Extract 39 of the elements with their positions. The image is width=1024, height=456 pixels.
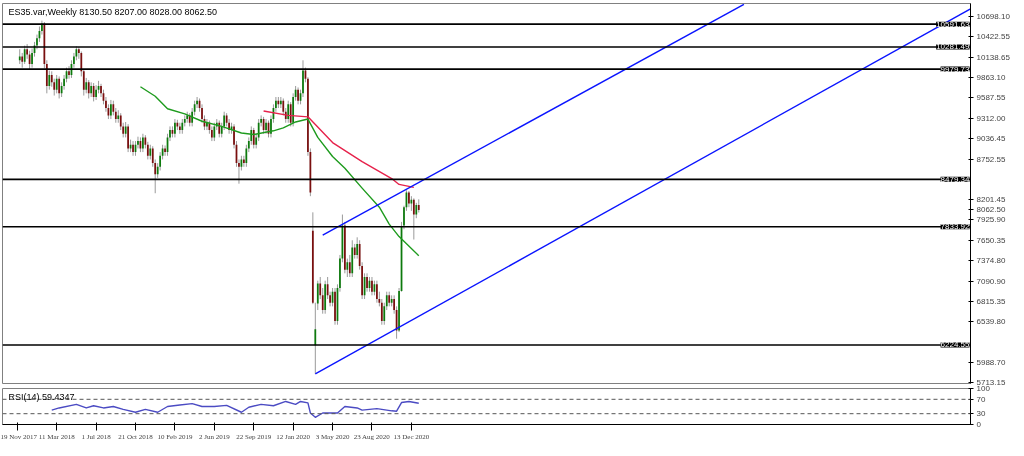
y-tick-label: 8201.45	[976, 195, 1006, 205]
y-tick-label: 7090.90	[976, 276, 1006, 286]
candlestick	[210, 125, 213, 142]
y-tick-label: 10698.10	[976, 11, 1011, 21]
ref-line-label: 7833.92	[940, 222, 971, 232]
y-tick-label: 70	[976, 394, 986, 404]
candlestick	[23, 45, 26, 65]
ref-line-label: 10281.49	[936, 42, 971, 52]
y-tick-label: 0	[976, 420, 982, 429]
ref-line-label: 9979.73	[940, 64, 971, 74]
candlestick	[95, 84, 97, 101]
candlestick	[334, 287, 336, 326]
ref-line-label: 10591.63	[936, 19, 971, 29]
y-tick-label: 100	[976, 384, 991, 393]
y-tick-label: 9312.00	[976, 113, 1006, 123]
y-tick-label: 9863.10	[976, 73, 1006, 83]
y-tick-label: 7650.35	[976, 235, 1006, 245]
line-series	[139, 86, 420, 257]
y-tick-label: 8752.55	[976, 154, 1006, 164]
y-tick-label: 7374.80	[976, 255, 1006, 265]
chart-title: ES35.var,Weekly 8130.50 8207.00 8028.00 8062.50	[8, 6, 217, 17]
ref-line-label: 8479.34	[940, 174, 971, 184]
y-tick-label: 10422.55	[976, 32, 1011, 42]
candlestick	[55, 74, 58, 94]
y-tick-label: 6539.80	[976, 317, 1006, 327]
y-tick-label: 8062.50	[976, 205, 1006, 215]
y-tick-label: 6815.35	[976, 297, 1006, 307]
chart-title: RSI(14) 59.4347	[8, 391, 75, 402]
candlestick	[376, 280, 378, 304]
ref-line-label: 6224.55	[940, 340, 971, 350]
candlestick	[408, 190, 410, 208]
y-tick-label: 30	[976, 409, 986, 419]
y-tick-label: 7925.90	[976, 215, 1006, 225]
y-tick-label: 10138.65	[976, 52, 1011, 62]
y-tick-label: 5988.70	[976, 357, 1006, 367]
candlestick	[206, 118, 208, 131]
line-series	[51, 400, 420, 418]
y-tick-label: 9587.55	[976, 93, 1006, 103]
y-tick-label: 9036.45	[976, 133, 1006, 143]
